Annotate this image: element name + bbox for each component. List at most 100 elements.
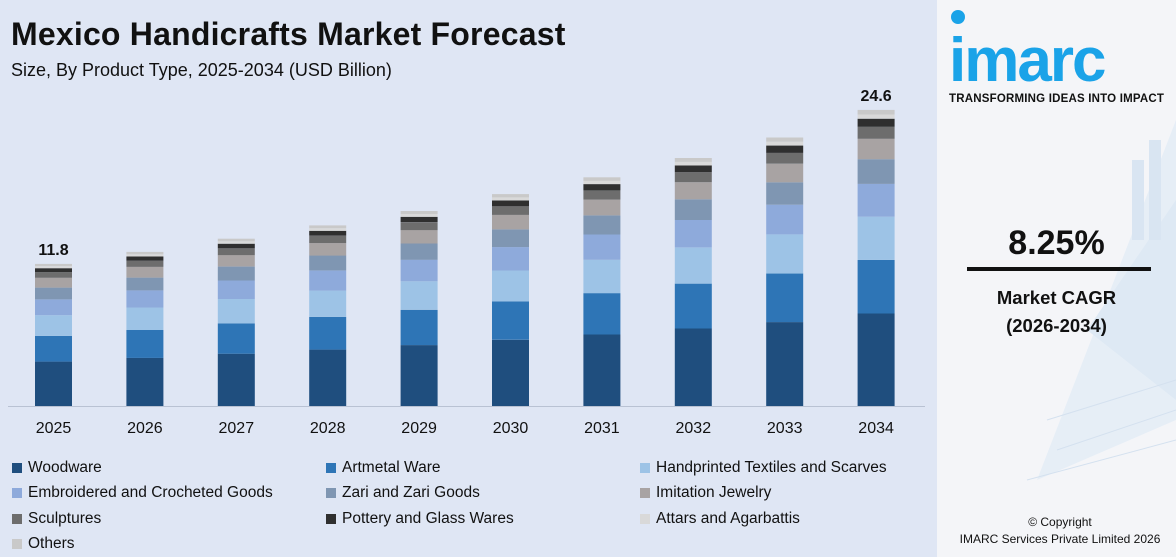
bar-segment-2029-artmetal-ware [400, 309, 438, 346]
bar-segment-2032-pottery-and-glass-wares [674, 165, 712, 173]
bar-segment-2033-embroidered-and-crocheted-goods [766, 204, 804, 235]
bar-segment-2029-imitation-jewelry [400, 230, 438, 244]
bar-segment-2025-imitation-jewelry [35, 277, 72, 288]
legend-item-pottery-and-glass-wares: Pottery and Glass Wares [326, 510, 514, 528]
bar-segment-2027-handprinted-textiles-and-scarves [217, 299, 255, 324]
bar-segment-2033-pottery-and-glass-wares [766, 145, 804, 153]
bar-segment-2031-woodware [583, 334, 621, 406]
bar-segment-2034-embroidered-and-crocheted-goods [857, 183, 895, 217]
total-label-2025: 11.8 [38, 242, 68, 259]
bar-segment-2029-others [400, 211, 438, 214]
bar-group-2034 [857, 109, 895, 406]
imarc-logo: imarc [949, 26, 1106, 95]
legend-label: Woodware [28, 459, 102, 476]
bar-segment-2025-zari-and-zari-goods [35, 287, 72, 300]
bar-segment-2034-handprinted-textiles-and-scarves [857, 216, 895, 260]
bar-segment-2032-artmetal-ware [674, 283, 712, 329]
bar-group-2032 [674, 158, 712, 406]
bar-segment-2027-artmetal-ware [217, 323, 255, 354]
cagr-label-line1: Market CAGR [996, 287, 1117, 308]
bar-segment-2026-imitation-jewelry [126, 267, 164, 278]
bar-group-2027 [217, 238, 255, 406]
legend-label: Imitation Jewelry [656, 484, 772, 501]
bar-segment-2029-sculptures [400, 222, 438, 231]
legend-label: Sculptures [28, 510, 102, 527]
bar-group-2031 [583, 177, 621, 406]
bar-segment-2025-others [35, 263, 72, 267]
legend-label: Handprinted Textiles and Scarves [656, 459, 887, 476]
bar-segment-2034-pottery-and-glass-wares [857, 118, 895, 127]
bar-segment-2028-pottery-and-glass-wares [309, 230, 347, 236]
bar-segment-2032-zari-and-zari-goods [674, 199, 712, 220]
brand-tagline: TRANSFORMING IDEAS INTO IMPACT [949, 93, 1165, 105]
x-tick-label-2030: 2030 [493, 420, 529, 437]
bar-segment-2031-handprinted-textiles-and-scarves [583, 259, 621, 294]
bar-segment-2030-zari-and-zari-goods [492, 229, 529, 248]
bar-segment-2028-woodware [309, 349, 347, 406]
legend-label: Embroidered and Crocheted Goods [28, 484, 273, 501]
bar-segment-2031-pottery-and-glass-wares [583, 184, 621, 191]
bar-segment-2030-pottery-and-glass-wares [492, 200, 529, 207]
bar-segment-2025-sculptures [35, 272, 72, 278]
legend-swatch [12, 463, 22, 473]
bar-segment-2032-woodware [674, 328, 712, 406]
bar-segment-2034-woodware [857, 313, 895, 406]
bar-segment-2025-embroidered-and-crocheted-goods [35, 299, 72, 316]
bar-segment-2033-others [766, 137, 804, 142]
total-label-2034: 24.6 [861, 88, 892, 105]
x-tick-label-2025: 2025 [36, 420, 72, 437]
legend-swatch [326, 488, 336, 498]
bar-segment-2034-artmetal-ware [857, 259, 895, 314]
legend-item-handprinted-textiles-and-scarves: Handprinted Textiles and Scarves [640, 459, 887, 477]
bar-segment-2031-zari-and-zari-goods [583, 215, 621, 235]
bar-segment-2028-handprinted-textiles-and-scarves [309, 290, 347, 317]
bar-segment-2033-handprinted-textiles-and-scarves [766, 234, 804, 274]
bar-segment-2025-attars-and-agarbattis [35, 266, 72, 269]
bar-segment-2029-pottery-and-glass-wares [400, 216, 438, 223]
legend-label: Artmetal Ware [342, 459, 441, 476]
bar-segment-2030-attars-and-agarbattis [492, 197, 529, 201]
bar-group-2028 [309, 225, 347, 406]
chart-panel: Mexico Handicrafts Market Forecast Size,… [8, 16, 927, 556]
copyright-line1: © Copyright [1028, 515, 1092, 529]
background-chart-graphic [1026, 120, 1176, 481]
bar-segment-2031-attars-and-agarbattis [583, 180, 621, 185]
bar-segment-2027-imitation-jewelry [217, 255, 255, 267]
legend-swatch [326, 514, 336, 524]
bar-segment-2026-handprinted-textiles-and-scarves [126, 307, 164, 330]
bar-segment-2028-artmetal-ware [309, 316, 347, 350]
bar-segment-2030-woodware [492, 339, 529, 406]
bar-segment-2028-attars-and-agarbattis [309, 228, 347, 231]
bar-segment-2026-zari-and-zari-goods [126, 277, 164, 291]
bar-group-2030 [492, 194, 529, 406]
bar-segment-2029-woodware [400, 345, 438, 406]
x-tick-label-2028: 2028 [310, 420, 346, 437]
x-tick-label-2029: 2029 [401, 420, 437, 437]
chart-title: Mexico Handicrafts Market Forecast [11, 16, 566, 52]
legend-item-zari-and-zari-goods: Zari and Zari Goods [326, 484, 480, 502]
bar-segment-2030-embroidered-and-crocheted-goods [492, 247, 529, 271]
cagr-value: 8.25% [1008, 224, 1105, 262]
bar-segment-2027-others [217, 238, 255, 242]
bar-segment-2028-embroidered-and-crocheted-goods [309, 270, 347, 291]
bar-segment-2025-handprinted-textiles-and-scarves [35, 315, 72, 336]
legend-item-sculptures: Sculptures [12, 510, 101, 528]
legend-item-embroidered-and-crocheted-goods: Embroidered and Crocheted Goods [12, 484, 273, 502]
x-tick-label-2032: 2032 [676, 420, 712, 437]
bar-group-2029 [400, 211, 438, 406]
bar-segment-2033-attars-and-agarbattis [766, 141, 804, 146]
chart-legend: Woodware Artmetal Ware Handprinted Textile… [12, 456, 927, 556]
x-tick-label-2031: 2031 [584, 420, 620, 437]
legend-swatch [326, 463, 336, 473]
bar-segment-2031-sculptures [583, 190, 621, 200]
bar-segment-2031-imitation-jewelry [583, 199, 621, 216]
legend-item-others: Others [12, 535, 75, 553]
x-tick-label-2027: 2027 [219, 420, 255, 437]
bar-segment-2032-handprinted-textiles-and-scarves [674, 247, 712, 284]
bar-group-2025 [35, 263, 72, 406]
legend-label: Attars and Agarbattis [656, 510, 800, 527]
legend-item-woodware: Woodware [12, 459, 102, 477]
bar-segment-2026-pottery-and-glass-wares [126, 256, 164, 261]
bar-group-2033 [766, 137, 804, 406]
bar-segment-2026-sculptures [126, 260, 164, 267]
